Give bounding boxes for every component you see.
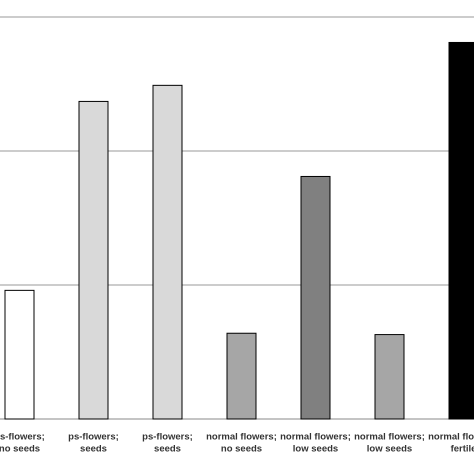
x-tick-label: ps-flowers;	[142, 432, 193, 443]
x-tick-label: low seeds	[293, 444, 338, 455]
bar	[300, 175, 331, 420]
bar	[78, 100, 109, 420]
x-tick-label: normal flowers;	[206, 432, 277, 443]
x-tick-label: no seeds	[221, 444, 262, 455]
x-tick-label: seeds	[154, 444, 181, 455]
x-tick-label: normal flowers;	[428, 432, 474, 443]
x-tick-label: low seeds	[367, 444, 412, 455]
x-tick-label: fertile	[451, 444, 474, 455]
bar	[152, 84, 183, 420]
x-tick-label: seeds	[80, 444, 107, 455]
bar	[374, 334, 405, 420]
bar	[226, 332, 257, 420]
x-tick-label: ps-flowers;	[68, 432, 119, 443]
x-tick-label: ps-flowers;	[0, 432, 45, 443]
x-tick-label: normal flowers;	[354, 432, 425, 443]
bar	[4, 289, 35, 420]
x-tick-label: normal flowers;	[280, 432, 351, 443]
x-tick-label: no seeds	[0, 444, 40, 455]
bar	[448, 41, 474, 420]
